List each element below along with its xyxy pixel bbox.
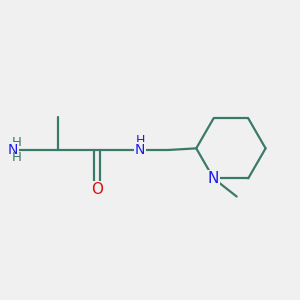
Text: O: O: [91, 182, 103, 197]
Text: H: H: [135, 134, 145, 147]
Text: N: N: [135, 143, 145, 157]
Text: N: N: [208, 171, 219, 186]
Text: H: H: [11, 151, 21, 164]
Text: N: N: [8, 143, 18, 157]
Text: H: H: [11, 136, 21, 149]
